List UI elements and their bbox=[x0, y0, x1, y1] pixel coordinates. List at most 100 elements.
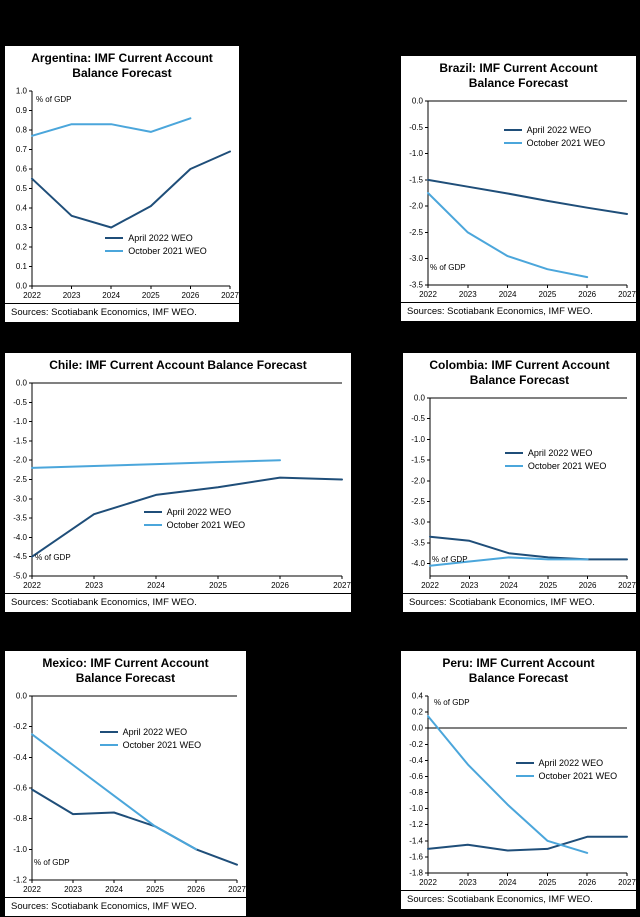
svg-text:-1.0: -1.0 bbox=[409, 804, 423, 813]
svg-text:2027: 2027 bbox=[333, 581, 351, 590]
legend-item-october-2021: October 2021 WEO bbox=[105, 246, 207, 256]
svg-text:2022: 2022 bbox=[23, 291, 41, 300]
chart-panel-colombia: Colombia: IMF Current Account Balance Fo… bbox=[402, 352, 637, 613]
sources-note: Sources: Scotiabank Economics, IMF WEO. bbox=[5, 897, 246, 916]
svg-text:-2.5: -2.5 bbox=[13, 475, 27, 484]
svg-text:0.1: 0.1 bbox=[16, 262, 28, 271]
legend-label: October 2021 WEO bbox=[526, 137, 606, 148]
legend-item-april-2022: April 2022 WEO bbox=[143, 507, 246, 517]
plot-area-argentina: 1.0 0.9 0.8 0.7 0.6 0.5 0.4 0.3 0.2 0.1 0.0 2022 202… bbox=[5, 83, 239, 303]
legend-item-october-2021: October 2021 WEO bbox=[99, 740, 202, 751]
chart-panel-mexico: Mexico: IMF Current Account Balance Fore… bbox=[4, 650, 247, 917]
svg-text:0.6: 0.6 bbox=[16, 165, 28, 174]
legend-label: October 2021 WEO bbox=[122, 740, 202, 751]
plot-area-colombia: 0.0 -0.5 -1.0 -1.5 -2.0 -2.5 -3.0 -3.5 -4.0 2022 2… bbox=[403, 390, 636, 593]
legend-label: October 2021 WEO bbox=[166, 519, 246, 530]
april-line-swatch bbox=[105, 237, 124, 240]
svg-text:-2.0: -2.0 bbox=[409, 202, 423, 211]
chart-legend: April 2022 WEO October 2021 WEO bbox=[99, 727, 202, 751]
svg-text:-1.5: -1.5 bbox=[409, 175, 423, 184]
svg-text:2026: 2026 bbox=[182, 291, 200, 300]
svg-text:2027: 2027 bbox=[221, 291, 239, 300]
svg-text:-1.5: -1.5 bbox=[411, 456, 425, 465]
svg-text:-1.0: -1.0 bbox=[13, 845, 27, 854]
svg-text:2027: 2027 bbox=[618, 290, 636, 299]
line-chart-svg: 0.0 -0.5 -1.0 -1.5 -2.0 -2.5 -3.0 -3.5 -4.0 -4.5 -… bbox=[13, 379, 351, 591]
y-axis-unit-label: % of GDP bbox=[429, 262, 466, 272]
april-line-swatch bbox=[143, 510, 162, 513]
legend-label: April 2022 WEO bbox=[526, 124, 592, 135]
svg-text:2027: 2027 bbox=[228, 885, 246, 894]
svg-text:2026: 2026 bbox=[578, 290, 596, 299]
y-axis-unit-label: % of GDP bbox=[35, 552, 71, 562]
svg-text:-4.5: -4.5 bbox=[13, 552, 27, 561]
svg-text:2026: 2026 bbox=[579, 581, 597, 590]
chart-panel-argentina: Argentina: IMF Current Account Balance F… bbox=[4, 45, 240, 323]
chart-title-mexico: Mexico: IMF Current Account Balance Fore… bbox=[42, 656, 209, 685]
svg-text:2025: 2025 bbox=[539, 290, 557, 299]
svg-text:0.0: 0.0 bbox=[414, 394, 426, 403]
october-line-swatch bbox=[99, 744, 118, 747]
legend-item-october-2021: October 2021 WEO bbox=[503, 137, 606, 148]
svg-text:2023: 2023 bbox=[459, 878, 477, 887]
svg-text:0.2: 0.2 bbox=[16, 243, 28, 252]
line-chart-svg: 0.0 -0.5 -1.0 -1.5 -2.0 -2.5 -3.0 -3.5 -4.0 2022 2… bbox=[411, 394, 636, 591]
svg-text:2025: 2025 bbox=[209, 581, 227, 590]
legend-item-october-2021: October 2021 WEO bbox=[515, 770, 618, 781]
april-line-swatch bbox=[515, 761, 534, 764]
legend-item-april-2022: April 2022 WEO bbox=[99, 727, 202, 737]
legend-label: October 2021 WEO bbox=[538, 770, 618, 781]
svg-text:2025: 2025 bbox=[146, 885, 164, 894]
chart-title-brazil: Brazil: IMF Current Account Balance Fore… bbox=[439, 61, 598, 90]
chart-legend: April 2022 WEO October 2021 WEO bbox=[143, 507, 246, 530]
svg-text:-2.0: -2.0 bbox=[411, 476, 425, 485]
svg-text:-3.0: -3.0 bbox=[13, 494, 27, 503]
october-line-swatch bbox=[515, 774, 534, 777]
plot-area-peru: 0.4 0.2 0.0 -0.2 -0.4 -0.6 -0.8 -1.0 -1.2 -1.4 -1.… bbox=[401, 688, 636, 890]
svg-text:2023: 2023 bbox=[64, 885, 82, 894]
svg-text:1.0: 1.0 bbox=[16, 87, 28, 96]
svg-text:-1.2: -1.2 bbox=[13, 876, 27, 885]
svg-text:0.8: 0.8 bbox=[16, 126, 28, 135]
svg-text:2022: 2022 bbox=[23, 885, 41, 894]
svg-text:-0.5: -0.5 bbox=[409, 123, 423, 132]
svg-text:0.4: 0.4 bbox=[412, 692, 424, 701]
october-line-swatch bbox=[105, 250, 124, 253]
plot-area-brazil: 0.0 -0.5 -1.0 -1.5 -2.0 -2.5 -3.0 -3.5 2022 2023 2… bbox=[401, 93, 636, 302]
legend-label: April 2022 WEO bbox=[538, 757, 604, 768]
svg-text:0.7: 0.7 bbox=[16, 145, 28, 154]
svg-text:2023: 2023 bbox=[85, 581, 103, 590]
y-axis-unit-label: % of GDP bbox=[34, 857, 70, 867]
svg-text:2022: 2022 bbox=[419, 878, 437, 887]
svg-text:0.5: 0.5 bbox=[16, 184, 28, 193]
chart-legend: April 2022 WEO October 2021 WEO bbox=[503, 124, 606, 148]
chart-panel-peru: Peru: IMF Current Account Balance Foreca… bbox=[400, 650, 637, 910]
chart-panel-brazil: Brazil: IMF Current Account Balance Fore… bbox=[400, 55, 637, 322]
svg-text:-2.5: -2.5 bbox=[411, 497, 425, 506]
y-axis-unit-label: % of GDP bbox=[431, 554, 468, 564]
legend-label: April 2022 WEO bbox=[128, 233, 193, 244]
april-line-swatch bbox=[504, 451, 523, 454]
svg-text:-1.6: -1.6 bbox=[409, 852, 423, 861]
plot-area-chile: 0.0 -0.5 -1.0 -1.5 -2.0 -2.5 -3.0 -3.5 -4.0 -4.5 -… bbox=[5, 375, 351, 593]
svg-text:2026: 2026 bbox=[578, 878, 596, 887]
svg-text:2027: 2027 bbox=[618, 878, 636, 887]
y-axis-unit-label: % of GDP bbox=[35, 94, 72, 104]
svg-text:-3.5: -3.5 bbox=[409, 281, 423, 290]
svg-text:2025: 2025 bbox=[539, 581, 557, 590]
line-chart-svg: 0.4 0.2 0.0 -0.2 -0.4 -0.6 -0.8 -1.0 -1.2 -1.4 -1.… bbox=[409, 692, 636, 888]
chart-legend: April 2022 WEO October 2021 WEO bbox=[504, 448, 606, 471]
legend-label: October 2021 WEO bbox=[128, 246, 207, 257]
svg-text:0.0: 0.0 bbox=[16, 379, 28, 388]
legend-item-april-2022: April 2022 WEO bbox=[503, 124, 606, 135]
svg-text:0.0: 0.0 bbox=[16, 282, 28, 291]
svg-text:-1.5: -1.5 bbox=[13, 436, 27, 445]
svg-text:0.0: 0.0 bbox=[16, 692, 28, 701]
svg-text:2024: 2024 bbox=[102, 291, 120, 300]
svg-text:-0.5: -0.5 bbox=[13, 398, 27, 407]
svg-text:2024: 2024 bbox=[500, 581, 518, 590]
chart-panel-chile: Chile: IMF Current Account Balance Forec… bbox=[4, 352, 352, 613]
